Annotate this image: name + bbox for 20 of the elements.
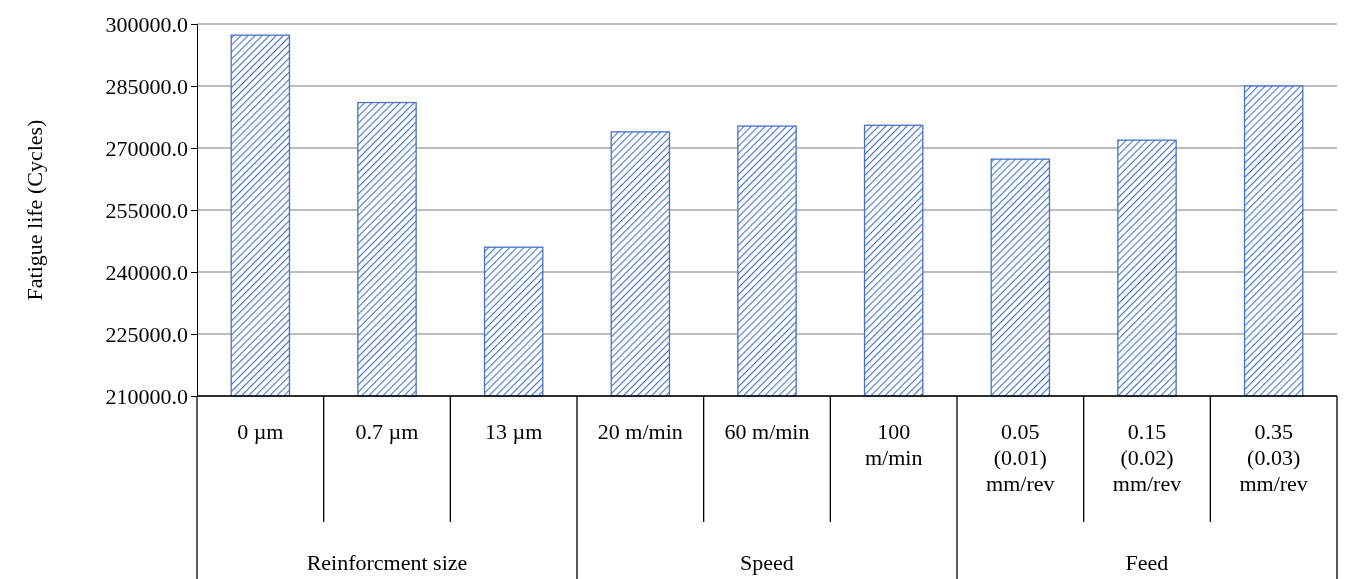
x-tick-label: 13 µm: [485, 419, 543, 444]
y-tick-label: 210000.0: [105, 383, 188, 409]
x-tick-label: 0.7 µm: [355, 419, 419, 444]
x-tick-label: 0 µm: [237, 419, 284, 444]
x-tick-label: 0.35 (0.03) mm/rev: [1239, 419, 1308, 496]
y-tick-label: 285000.0: [105, 73, 188, 99]
y-axis-title: Fatigue life (Cycles): [22, 119, 47, 301]
x-tick-label: 100 m/min: [864, 419, 923, 470]
y-tick-label: 270000.0: [105, 135, 188, 161]
x-tick-label: 0.15 (0.02) mm/rev: [1112, 419, 1182, 496]
text: Reinforcment size: [306, 550, 468, 575]
text: Feed: [1125, 550, 1169, 575]
y-tick-label: 225000.0: [105, 321, 188, 347]
x-tick-label: 20 m/min: [597, 419, 683, 444]
y-tick-label: 240000.0: [105, 259, 188, 285]
x-tick-label: 0.05 (0.01) mm/rev: [986, 419, 1055, 496]
y-tick-label: 255000.0: [105, 197, 188, 223]
y-tick-label: 300000.0: [105, 11, 188, 37]
x-tick-label: 60 m/min: [724, 419, 810, 444]
text: Speed: [740, 550, 794, 575]
